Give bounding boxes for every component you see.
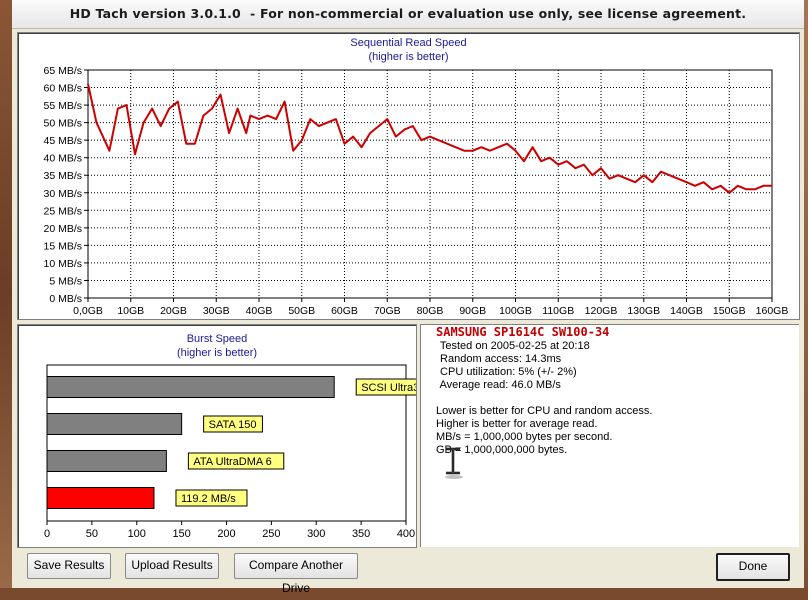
tested-on-text: Tested on 2005-02-25 at 20:18: [437, 340, 590, 352]
x-tick-label: 100: [128, 528, 146, 540]
x-tick-label: 400: [397, 528, 415, 540]
x-tick-label: 70GB: [374, 305, 401, 317]
x-tick-label: 40GB: [246, 305, 273, 317]
y-tick-label: 25 MB/s: [43, 205, 82, 217]
x-tick-label: 150: [172, 528, 190, 540]
burst-chart-title: Burst Speed: [186, 333, 248, 345]
x-tick-label: 110GB: [542, 305, 574, 317]
x-tick-label: 50GB: [288, 305, 315, 317]
random-access-text: Random access: 14.3ms: [437, 353, 562, 365]
sequential-read-panel: Sequential Read Speed (higher is better)…: [17, 32, 800, 320]
burst-bar: [46, 413, 183, 435]
y-tick-label: 5 MB/s: [49, 275, 82, 287]
burst-bar-label: SATA 150: [203, 415, 263, 433]
y-tick-label: 30 MB/s: [43, 188, 82, 200]
upload-results-button[interactable]: Upload Results: [125, 553, 219, 579]
x-tick-label: 60GB: [331, 305, 358, 317]
burst-bar: [46, 450, 167, 472]
burst-bar-label-text: SATA 150: [209, 419, 257, 431]
title-bar[interactable]: HD Tach version 3.0.1.0 - For non-commer…: [12, 0, 804, 29]
sequential-chart-title: Sequential Read Speed: [350, 37, 467, 49]
x-tick-label: 50: [86, 528, 98, 540]
y-tick-label: 35 MB/s: [43, 170, 82, 182]
save-results-button[interactable]: Save Results: [27, 553, 111, 579]
y-tick-label: 55 MB/s: [43, 100, 82, 112]
x-tick-label: 350: [352, 528, 370, 540]
burst-bar-label: 119.2 MB/s: [175, 489, 248, 507]
burst-bar-label-text: SCSI Ultra320: [361, 382, 416, 394]
burst-bar-label-background: [203, 415, 263, 433]
x-tick-label: 160GB: [756, 305, 789, 317]
x-tick-label: 140GB: [670, 305, 703, 317]
x-tick-label: 0,0GB: [73, 305, 103, 317]
x-tick-label: 250: [262, 528, 280, 540]
x-tick-label: 100GB: [499, 305, 532, 317]
burst-bar-label: SCSI Ultra320: [355, 378, 416, 396]
window-title: HD Tach version 3.0.1.0 - For non-commer…: [69, 6, 747, 21]
burst-speed-chart: SCSI Ultra320 SATA 150 ATA UltraDMA 6 119.2…: [44, 364, 416, 540]
burst-speed-panel: Burst Speed (higher is better) SCSI Ultr…: [17, 324, 417, 548]
compare-another-drive-button[interactable]: Compare Another Drive: [234, 553, 358, 595]
y-tick-label: 15 MB/s: [43, 240, 82, 252]
x-tick-label: 20GB: [160, 305, 187, 317]
note-mb-definition: MB/s = 1,000,000 bytes per second.: [436, 431, 613, 443]
y-tick-label: 65 MB/s: [43, 65, 82, 77]
burst-bar-label-background: [355, 378, 416, 396]
average-read-text: Average read: 46.0 MB/s: [437, 379, 561, 391]
cpu-utilization-text: CPU utilization: 5% (+/- 2%): [437, 366, 577, 378]
app-window: HD Tach version 3.0.1.0 - For non-commer…: [12, 0, 804, 595]
burst-bar-label-text: 119.2 MB/s: [181, 493, 236, 505]
y-tick-label: 50 MB/s: [43, 118, 82, 130]
x-tick-label: 10GB: [117, 305, 144, 317]
series-line: [87, 83, 772, 194]
y-tick-label: 45 MB/s: [43, 135, 82, 147]
note-lower-better: Lower is better for CPU and random acces…: [436, 405, 653, 417]
desktop-background-right: [800, 0, 808, 588]
burst-bar: [46, 487, 155, 509]
y-tick-label: 60 MB/s: [43, 83, 82, 95]
results-panel: [420, 324, 799, 547]
x-tick-label: 300: [307, 528, 325, 540]
burst-bar-label-background: [187, 452, 285, 470]
y-tick-label: 10 MB/s: [43, 258, 82, 270]
sequential-chart-subtitle: (higher is better): [368, 51, 449, 63]
x-tick-label: 130GB: [627, 305, 660, 317]
burst-bar-label-text: ATA UltraDMA 6: [193, 456, 271, 468]
burst-bar: [46, 376, 335, 398]
x-tick-label: 150GB: [713, 305, 746, 317]
burst-bar-label-background: [175, 489, 248, 507]
sequential-read-chart: 0 MB/s 5 MB/s 10 MB/s 15 MB/s 20 MB/s 25 MB/s…: [43, 65, 789, 317]
y-tick-label: 40 MB/s: [43, 153, 82, 165]
done-button[interactable]: Done: [716, 553, 790, 581]
x-tick-label: 90GB: [459, 305, 486, 317]
burst-chart-subtitle: (higher is better): [176, 347, 258, 359]
desktop-background-left: [0, 0, 12, 588]
note-higher-better: Higher is better for average read.: [436, 418, 598, 430]
x-tick-label: 80GB: [417, 305, 444, 317]
note-gb-definition: GB = 1,000,000,000 bytes.: [436, 444, 568, 456]
x-tick-label: 200: [217, 528, 235, 540]
y-tick-label: 0 MB/s: [49, 293, 82, 305]
y-tick-label: 20 MB/s: [43, 223, 82, 235]
text-cursor-icon: [445, 447, 463, 479]
drive-name: SAMSUNG SP1614C SW100-34: [436, 325, 610, 339]
x-tick-label: 30GB: [203, 305, 230, 317]
x-tick-label: 120GB: [585, 305, 618, 317]
x-tick-label: 0: [44, 528, 50, 540]
burst-bar-label: ATA UltraDMA 6: [187, 452, 285, 470]
